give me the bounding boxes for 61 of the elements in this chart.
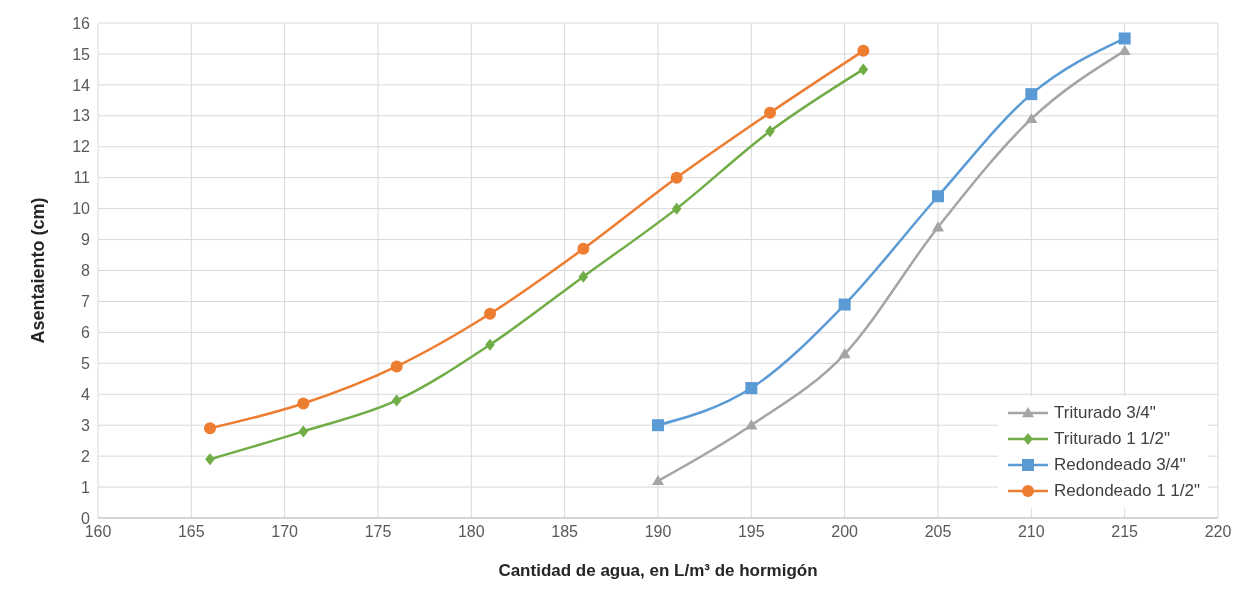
- x-tick-label: 215: [1111, 523, 1139, 541]
- point: [204, 422, 216, 435]
- y-axis-title: Asentaiento (cm): [28, 197, 49, 344]
- point: [578, 270, 589, 283]
- point: [652, 474, 664, 486]
- point: [484, 307, 496, 320]
- point: [857, 44, 870, 57]
- point: [298, 425, 309, 438]
- point: [764, 106, 776, 119]
- point: [1025, 88, 1038, 101]
- point: [390, 360, 403, 373]
- legend-label: Triturado 1 1/2": [1054, 428, 1171, 450]
- x-tick-label: 180: [457, 523, 485, 541]
- point: [1118, 32, 1131, 45]
- x-tick-label: 220: [1204, 523, 1232, 541]
- x-tick-label: 195: [737, 523, 765, 541]
- x-tick-label: 175: [364, 523, 392, 541]
- point: [652, 419, 664, 432]
- point: [858, 63, 869, 76]
- point: [670, 171, 683, 184]
- legend-label: Redondeado 1 1/2": [1054, 480, 1200, 502]
- y-tick-label: 13: [72, 107, 91, 125]
- point: [671, 202, 682, 215]
- x-tick-label: 170: [271, 523, 299, 541]
- x-tick-label: 200: [831, 523, 859, 541]
- point: [1025, 112, 1038, 124]
- y-tick-label: 7: [81, 293, 91, 311]
- point: [577, 242, 590, 255]
- point: [485, 338, 495, 351]
- y-tick-label: 3: [81, 416, 91, 434]
- y-tick-label: 2: [81, 447, 91, 465]
- point: [765, 125, 775, 138]
- point: [205, 453, 215, 466]
- x-tick-label: 165: [177, 523, 205, 541]
- point: [932, 221, 944, 232]
- x-tick-label: 205: [924, 523, 952, 541]
- y-tick-label: 10: [72, 200, 91, 218]
- y-tick-label: 16: [72, 14, 91, 32]
- y-tick-label: 12: [72, 138, 91, 156]
- point: [932, 190, 944, 203]
- y-tick-label: 11: [73, 169, 91, 187]
- point: [838, 298, 851, 311]
- legend-label: Redondeado 3/4": [1054, 454, 1186, 476]
- y-tick-label: 4: [81, 385, 91, 403]
- y-tick-label: 6: [81, 324, 91, 342]
- point: [838, 348, 851, 359]
- point: [745, 382, 758, 395]
- x-tick-label: 210: [1017, 523, 1045, 541]
- point: [297, 397, 310, 410]
- x-tick-label: 190: [644, 523, 672, 541]
- y-tick-label: 15: [72, 45, 91, 63]
- y-tick-label: 8: [81, 262, 91, 280]
- y-tick-label: 14: [72, 76, 91, 94]
- y-tick-label: 5: [81, 354, 91, 372]
- y-tick-label: 9: [81, 231, 91, 249]
- point: [391, 394, 402, 407]
- x-axis-title: Cantidad de agua, en L/m³ de hormigón: [498, 561, 818, 580]
- x-tick-label: 185: [551, 523, 579, 541]
- legend-label: Triturado 3/4": [1054, 402, 1156, 424]
- x-tick-label: 160: [84, 523, 112, 541]
- y-tick-label: 1: [81, 478, 91, 496]
